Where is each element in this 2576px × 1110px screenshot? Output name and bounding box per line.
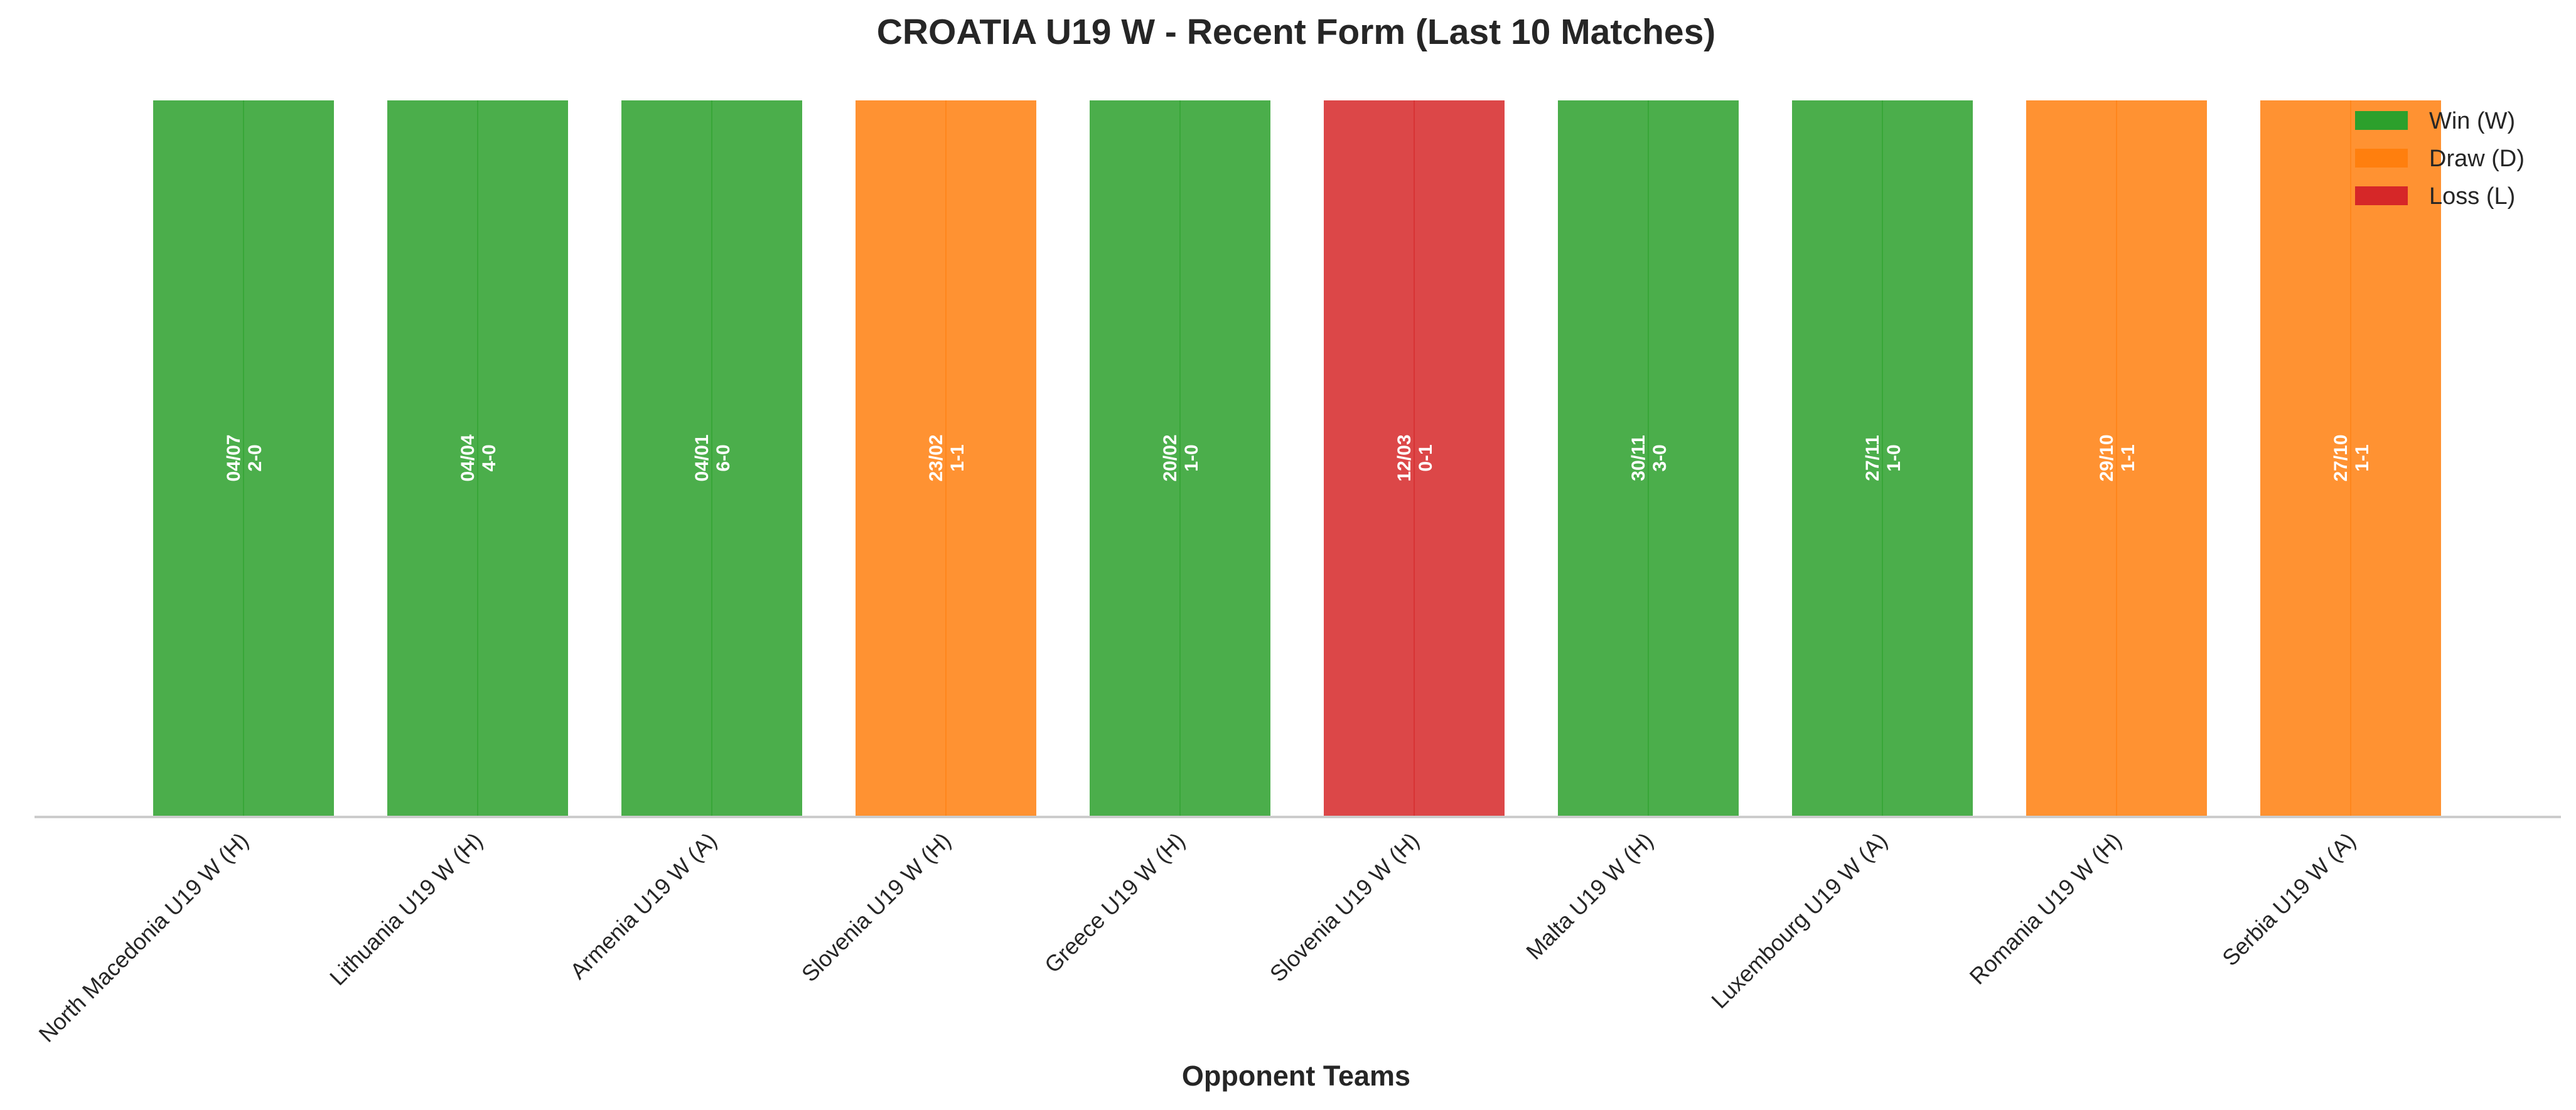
legend-swatch (2355, 149, 2408, 168)
bar-data-label: 04/044-0 (458, 434, 500, 481)
legend-label: Draw (D) (2429, 146, 2525, 172)
bar-data-label: 27/101-1 (2331, 434, 2373, 481)
bar-data-label: 04/016-0 (692, 434, 734, 481)
bar-data-label: 27/111-0 (1862, 435, 1904, 481)
bar-data-label: 20/021-0 (1160, 434, 1202, 481)
bar-data-label: 04/072-0 (223, 434, 266, 481)
legend-swatch (2355, 111, 2408, 130)
bar-labels-group: 04/072-0 04/044-0 04/016-0 23/021-1 20/021-0… (223, 434, 2373, 481)
legend-label: Loss (L) (2429, 183, 2515, 210)
legend-label: Win (W) (2429, 108, 2515, 134)
legend: Win (W) Draw (D) Loss (L) (2355, 108, 2525, 210)
chart-title: CROATIA U19 W - Recent Form (Last 10 Mat… (877, 12, 1716, 52)
bar-data-label: 29/101-1 (2096, 434, 2139, 481)
legend-swatch (2355, 186, 2408, 205)
bars-group (151, 98, 2444, 818)
x-axis-label: Opponent Teams (1182, 1060, 1410, 1092)
bar-data-label: 23/021-1 (926, 434, 968, 481)
bar-data-label: 30/113-0 (1628, 435, 1670, 481)
bar-data-label: 12/030-1 (1394, 434, 1436, 481)
